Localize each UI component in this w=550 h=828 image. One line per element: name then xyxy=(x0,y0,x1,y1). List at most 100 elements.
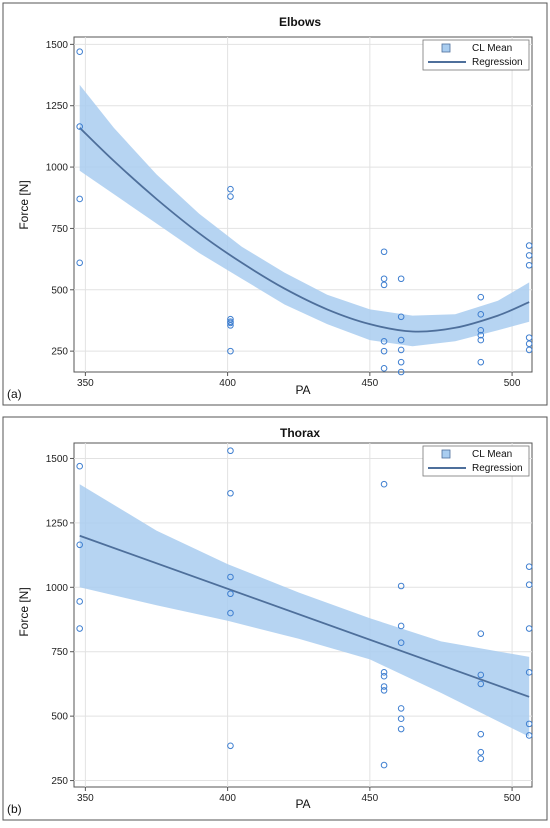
panel-a-data-point xyxy=(380,338,388,345)
panel-a-data-point xyxy=(380,248,388,256)
panel-a-data-point xyxy=(477,336,485,344)
panel-b-y-tick-label: 250 xyxy=(51,776,68,787)
panel-a-legend-cl-mean: CL Mean xyxy=(472,43,512,54)
panel-b-data-point xyxy=(380,683,388,690)
panel-a-legend-regression: Regression xyxy=(472,57,523,68)
panel-a-y-tick-label: 750 xyxy=(51,224,68,235)
panel-b-data-point xyxy=(380,687,388,694)
panel-a-y-tick-label: 1000 xyxy=(46,163,69,174)
panel-b: Thorax 350 400 450 500 250 500 750 1000 1250 1500… xyxy=(2,416,548,821)
panel-b-data-point xyxy=(397,725,405,733)
panel-b-y-tick-label: 500 xyxy=(51,712,68,723)
panel-a-data-point xyxy=(525,340,533,348)
panel-b-data-point xyxy=(477,730,485,738)
panel-b-title: Thorax xyxy=(280,426,320,440)
panel-b-data-point xyxy=(397,582,405,590)
panel-a-data-point xyxy=(227,319,234,327)
panel-a-data-point xyxy=(397,313,405,321)
panel-a-y-tick-label: 500 xyxy=(51,285,68,296)
panel-a-label: (a) xyxy=(7,387,22,401)
panel-b-data-point xyxy=(76,462,83,470)
panel-b-data-point xyxy=(477,630,485,637)
panel-b-data-point xyxy=(76,625,83,632)
panel-a-legend: CL Mean Regression xyxy=(422,39,530,71)
panel-a-data-point xyxy=(525,252,533,259)
panel-b-y-tick-label: 750 xyxy=(51,647,68,658)
panel-a-plot-frame xyxy=(73,36,533,373)
panel-b-x-axis-label: PA xyxy=(295,797,310,811)
panel-b-data-point xyxy=(227,489,234,497)
panel-a-data-point xyxy=(477,331,485,339)
panel-b-data-point xyxy=(227,447,234,455)
panel-a-data-point xyxy=(380,347,388,355)
panel-a-data-point xyxy=(380,275,388,283)
panel-a-title: Elbows xyxy=(279,15,321,29)
panel-a-legend-box xyxy=(422,39,530,71)
cl-mean-swatch-icon xyxy=(441,43,451,53)
panel-b-x-tick-label: 450 xyxy=(362,793,379,804)
panel-b-data-point xyxy=(477,748,485,756)
panel-a-data-point xyxy=(477,293,485,301)
panel-b-legend-box xyxy=(422,445,530,477)
panel-b-data-point xyxy=(525,625,533,632)
panel-a-y-axis-label: Force [N] xyxy=(17,180,31,229)
panel-b-data-point xyxy=(227,590,234,598)
panel-a-data-point xyxy=(227,322,234,329)
panel-b-legend-cl-mean: CL Mean xyxy=(472,449,512,460)
panel-a-data-point xyxy=(525,334,533,341)
panel-b-data-point xyxy=(76,598,83,605)
panel-a-y-tick-label: 250 xyxy=(51,347,68,358)
panel-a-data-point xyxy=(76,123,83,130)
panel-b-data-point xyxy=(380,480,388,488)
panel-a-data-point xyxy=(380,281,388,289)
panel-b-data-point xyxy=(76,541,83,549)
panel-b-x-tick-label: 400 xyxy=(219,793,236,804)
panel-a: Elbows 350 400 450 500 250 500 750 1000 1250 1500… xyxy=(2,2,548,406)
panel-b-data-point xyxy=(380,672,388,680)
panel-a-y-tick-label: 1250 xyxy=(46,101,69,112)
panel-a-data-point xyxy=(477,358,485,366)
panel-a-data-point xyxy=(227,185,234,193)
panel-a-x-axis-label: PA xyxy=(295,383,310,397)
panel-b-data-point xyxy=(227,742,234,750)
panel-a-data-point xyxy=(76,195,83,203)
panel-a-x-tick-label: 450 xyxy=(362,378,379,389)
panel-b-x-tick-label: 350 xyxy=(77,793,94,804)
panel-b-data-point xyxy=(477,680,485,688)
panel-a-data-point xyxy=(397,368,405,376)
panel-b-legend: CL Mean Regression xyxy=(422,445,530,477)
panel-a-data-point xyxy=(477,311,485,318)
panel-b-data-point xyxy=(525,732,533,739)
panel-b-data-point xyxy=(525,669,533,676)
panel-b-data-point xyxy=(227,573,234,581)
panel-b-legend-regression: Regression xyxy=(472,463,523,474)
panel-b-data-point xyxy=(477,671,485,679)
panel-b-plot-area: 350 400 450 500 250 500 750 1000 1250 1500 xyxy=(46,443,533,804)
panel-b-label: (b) xyxy=(7,802,22,816)
panel-a-data-point xyxy=(76,48,83,56)
panel-a-y-tick-label: 1500 xyxy=(46,40,69,51)
panel-b-data-point xyxy=(525,720,533,728)
panel-b-regression-line xyxy=(79,534,530,698)
panel-a-x-tick-label: 350 xyxy=(77,378,94,389)
panel-a-regression-line xyxy=(79,127,530,333)
panel-a-data-point xyxy=(525,242,533,249)
panel-b-data-point xyxy=(397,715,405,723)
panel-a-data-point xyxy=(525,261,533,269)
panel-a-data-point xyxy=(227,347,234,355)
panel-a-data-point xyxy=(380,365,388,372)
panel-b-data-point xyxy=(380,761,388,769)
panel-a-data-point xyxy=(227,193,234,200)
panel-b-data-point xyxy=(397,705,405,712)
panel-b-data-point xyxy=(397,622,405,630)
panel-a-data-point xyxy=(397,336,405,344)
panel-b-y-axis-label: Force [N] xyxy=(17,587,31,636)
panel-b-y-tick-label: 1500 xyxy=(46,454,69,465)
panel-a-plot-area: 350 400 450 500 250 500 750 1000 1250 1500 xyxy=(46,37,533,389)
panel-a-data-point xyxy=(76,259,83,267)
panel-a-x-tick-label: 500 xyxy=(504,378,521,389)
panel-b-data-point xyxy=(477,755,485,762)
panel-b-data-point xyxy=(380,669,388,676)
panel-a-x-tick-label: 400 xyxy=(219,378,236,389)
